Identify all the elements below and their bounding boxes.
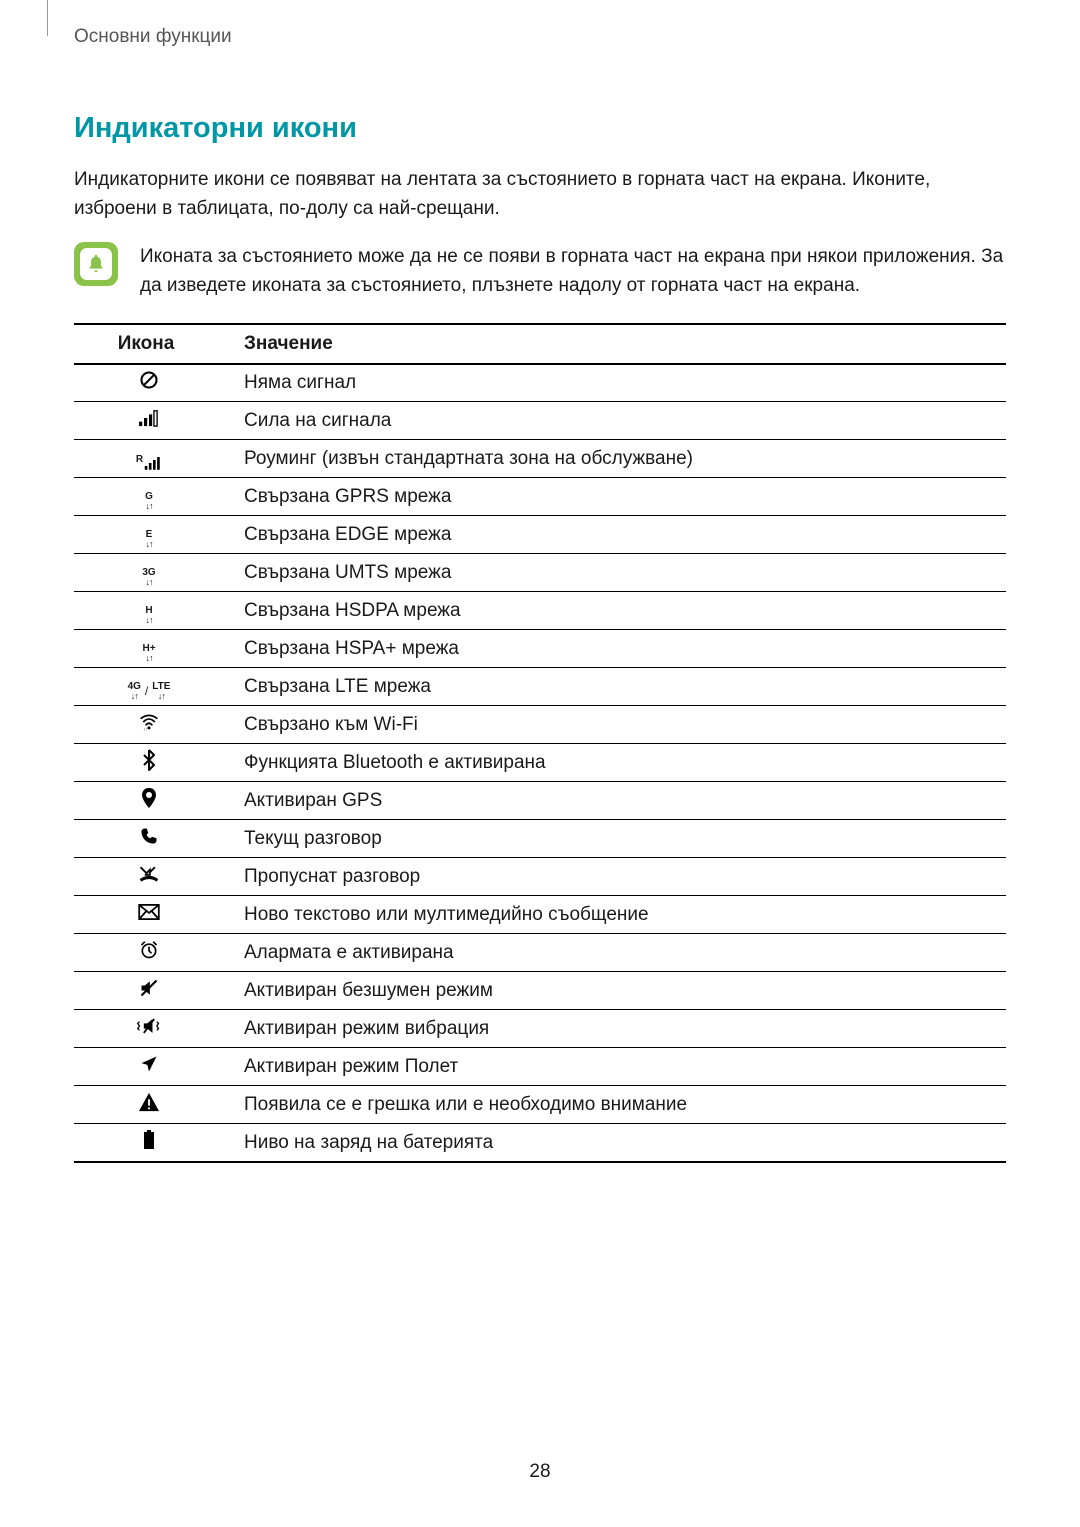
meaning-cell: Сила на сигнала xyxy=(224,402,1006,440)
bell-icon xyxy=(85,253,107,275)
vibrate-icon xyxy=(74,1010,224,1048)
meaning-cell: Ново текстово или мултимедийно съобщение xyxy=(224,896,1006,934)
call-icon xyxy=(74,820,224,858)
meaning-cell: Свързана GPRS мрежа xyxy=(224,478,1006,516)
meaning-cell: Свързана EDGE мрежа xyxy=(224,516,1006,554)
battery-icon xyxy=(74,1124,224,1162)
icons-table: Икона Значение Няма сигналСила на сигнал… xyxy=(74,323,1006,1163)
meaning-cell: Функцията Bluetooth е активирана xyxy=(224,744,1006,782)
no-signal-icon xyxy=(74,364,224,402)
header-icon: Икона xyxy=(74,324,224,364)
meaning-cell: Свързана HSPA+ мрежа xyxy=(224,630,1006,668)
page-margin-mark xyxy=(47,0,48,36)
note-box: Иконата за състоянието може да не се поя… xyxy=(74,242,1006,301)
table-row: 4G↓↑/LTE↓↑Свързана LTE мрежа xyxy=(74,668,1006,706)
table-row: Няма сигнал xyxy=(74,364,1006,402)
meaning-cell: Пропуснат разговор xyxy=(224,858,1006,896)
meaning-cell: Свързана UMTS мрежа xyxy=(224,554,1006,592)
table-row: Появила се е грешка или е необходимо вни… xyxy=(74,1086,1006,1124)
breadcrumb: Основни функции xyxy=(74,26,1006,48)
meaning-cell: Свързана LTE мрежа xyxy=(224,668,1006,706)
gps-icon xyxy=(74,782,224,820)
meaning-cell: Активиран GPS xyxy=(224,782,1006,820)
note-icon-inner xyxy=(80,248,112,280)
note-text: Иконата за състоянието може да не се поя… xyxy=(140,242,1006,301)
bluetooth-icon xyxy=(74,744,224,782)
table-row: Активиран режим Полет xyxy=(74,1048,1006,1086)
table-row: Ниво на заряд на батерията xyxy=(74,1124,1006,1162)
meaning-cell: Ниво на заряд на батерията xyxy=(224,1124,1006,1162)
table-row: Сила на сигнала xyxy=(74,402,1006,440)
hsdpa-icon: H↓↑ xyxy=(74,592,224,630)
meaning-cell: Алармата е активирана xyxy=(224,934,1006,972)
edge-icon: E↓↑ xyxy=(74,516,224,554)
meaning-cell: Активиран безшумен режим xyxy=(224,972,1006,1010)
table-row: 3G↓↑Свързана UMTS мрежа xyxy=(74,554,1006,592)
table-row: Функцията Bluetooth е активирана xyxy=(74,744,1006,782)
meaning-cell: Свързана HSDPA мрежа xyxy=(224,592,1006,630)
meaning-cell: Свързано към Wi-Fi xyxy=(224,706,1006,744)
table-row: Алармата е активирана xyxy=(74,934,1006,972)
table-row: Активиран безшумен режим xyxy=(74,972,1006,1010)
intro-paragraph: Индикаторните икони се появяват на лента… xyxy=(74,165,1006,224)
table-row: ↓↑ Свързано към Wi-Fi xyxy=(74,706,1006,744)
wifi-icon: ↓↑ xyxy=(74,706,224,744)
table-header-row: Икона Значение xyxy=(74,324,1006,364)
table-row: H+↓↑Свързана HSPA+ мрежа xyxy=(74,630,1006,668)
airplane-icon xyxy=(74,1048,224,1086)
meaning-cell: Роуминг (извън стандартната зона на обсл… xyxy=(224,440,1006,478)
header-meaning: Значение xyxy=(224,324,1006,364)
table-row: RРоуминг (извън стандартната зона на обс… xyxy=(74,440,1006,478)
meaning-cell: Няма сигнал xyxy=(224,364,1006,402)
note-icon xyxy=(74,242,118,286)
roaming-icon: R xyxy=(74,440,224,478)
meaning-cell: Текущ разговор xyxy=(224,820,1006,858)
missed-call-icon xyxy=(74,858,224,896)
table-row: Активиран режим вибрация xyxy=(74,1010,1006,1048)
mute-icon xyxy=(74,972,224,1010)
umts-icon: 3G↓↑ xyxy=(74,554,224,592)
table-row: G↓↑Свързана GPRS мрежа xyxy=(74,478,1006,516)
signal-icon xyxy=(74,402,224,440)
section-title: Индикаторни икони xyxy=(74,112,1006,145)
page-content: Основни функции Индикаторни икони Индика… xyxy=(0,0,1080,1163)
lte-icon: 4G↓↑/LTE↓↑ xyxy=(74,668,224,706)
hspa-plus-icon: H+↓↑ xyxy=(74,630,224,668)
meaning-cell: Активиран режим вибрация xyxy=(224,1010,1006,1048)
message-icon xyxy=(74,896,224,934)
table-row: Ново текстово или мултимедийно съобщение xyxy=(74,896,1006,934)
table-row: H↓↑Свързана HSDPA мрежа xyxy=(74,592,1006,630)
error-icon xyxy=(74,1086,224,1124)
gprs-icon: G↓↑ xyxy=(74,478,224,516)
meaning-cell: Появила се е грешка или е необходимо вни… xyxy=(224,1086,1006,1124)
alarm-icon xyxy=(74,934,224,972)
page-number: 28 xyxy=(0,1461,1080,1483)
table-row: E↓↑Свързана EDGE мрежа xyxy=(74,516,1006,554)
table-row: Пропуснат разговор xyxy=(74,858,1006,896)
meaning-cell: Активиран режим Полет xyxy=(224,1048,1006,1086)
svg-text:↓↑: ↓↑ xyxy=(143,726,148,731)
table-row: Текущ разговор xyxy=(74,820,1006,858)
table-row: Активиран GPS xyxy=(74,782,1006,820)
